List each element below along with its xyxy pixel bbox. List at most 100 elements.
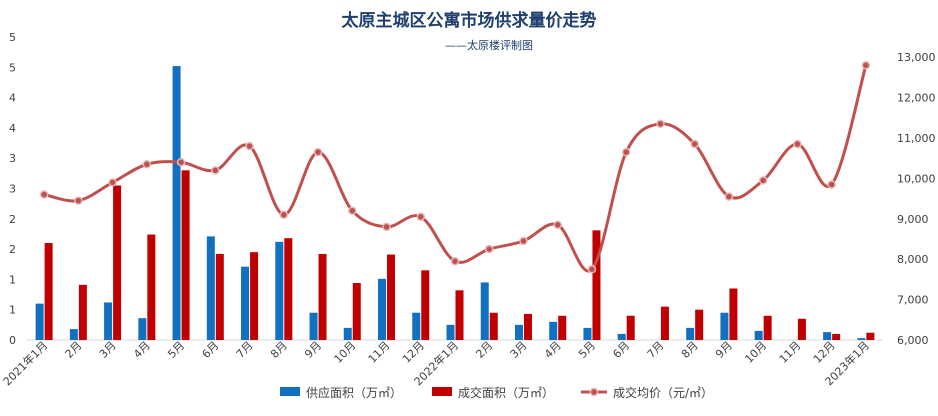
right-tick-label: 13,000 — [897, 51, 936, 64]
supply-bar — [343, 327, 352, 340]
supply-bar — [720, 312, 729, 340]
supply-bar — [412, 312, 421, 340]
x-tick-label: 2月 — [473, 339, 495, 361]
supply-bar — [549, 321, 558, 340]
deal-bar — [832, 333, 841, 340]
supply-bar — [583, 327, 592, 340]
x-tick-label: 6月 — [200, 339, 222, 361]
price-point — [382, 222, 391, 232]
right-axis-ticks: 6,000 7,000 8,000 9,000 10,000 11,000 12,000 13… — [897, 51, 936, 347]
deal-bar — [592, 230, 601, 340]
left-tick-label: 1 — [9, 304, 16, 317]
left-tick-label: 5 — [9, 61, 16, 74]
legend-marker — [589, 387, 599, 397]
right-tick-label: 10,000 — [897, 172, 936, 185]
deal-bar — [44, 243, 53, 340]
right-tick-label: 6,000 — [897, 334, 929, 347]
deal-bar — [866, 332, 875, 340]
price-point — [450, 256, 460, 266]
price-point — [553, 220, 562, 230]
price-point — [108, 178, 117, 187]
supply-bar — [35, 303, 44, 340]
deal-bar — [523, 313, 532, 340]
deal-bar — [215, 253, 224, 340]
left-tick-label: 2 — [9, 243, 16, 256]
deal-bar — [250, 252, 259, 340]
legend: 供应面积（万㎡） 成交面积（万㎡） 成交均价（元/㎡） — [280, 385, 713, 400]
deal-bar — [797, 318, 806, 340]
x-tick-label: 2月 — [63, 339, 85, 361]
price-point — [142, 160, 152, 169]
right-tick-label: 11,000 — [897, 132, 936, 145]
left-tick-label: 2 — [9, 213, 16, 226]
price-point — [313, 147, 323, 157]
deal-bar — [352, 283, 361, 340]
x-tick-label: 5月 — [165, 339, 187, 361]
price-point — [484, 244, 494, 254]
price-point — [724, 192, 734, 201]
supply-bar — [823, 332, 832, 340]
price-point — [690, 139, 699, 149]
x-tick-label: 10月 — [742, 339, 769, 366]
legend-swatch — [280, 387, 300, 396]
deal-bar — [421, 270, 430, 340]
deal-bar — [558, 315, 567, 340]
x-tick-label: 7月 — [234, 339, 256, 361]
price-point — [861, 61, 871, 70]
legend-label: 成交均价（元/㎡） — [613, 385, 713, 400]
deal-bar — [147, 234, 156, 340]
supply-bar — [446, 324, 455, 340]
legend-swatch — [432, 387, 452, 396]
deal-bar — [387, 254, 396, 340]
left-tick-label: 4 — [9, 92, 16, 105]
x-tick-label: 12月 — [811, 339, 838, 366]
left-tick-label: 3 — [9, 183, 16, 196]
supply-bar — [104, 302, 113, 340]
deal-bars — [44, 170, 875, 340]
price-point — [279, 210, 289, 220]
left-axis-ticks: 0 1 1 2 2 3 3 4 4 5 5 — [9, 31, 16, 347]
price-point — [245, 141, 254, 151]
chart-subtitle: ——太原楼评制图 — [445, 39, 533, 52]
x-tick-label: 9月 — [302, 339, 324, 361]
deal-bar — [455, 290, 464, 340]
x-tick-label: 10月 — [332, 339, 359, 366]
right-tick-label: 12,000 — [897, 92, 936, 105]
legend-label: 成交面积（万㎡） — [458, 385, 554, 400]
x-tick-label: 8月 — [268, 339, 290, 361]
price-point — [348, 206, 357, 215]
left-tick-label: 3 — [9, 152, 16, 165]
left-tick-label: 5 — [9, 31, 16, 44]
deal-bar — [318, 253, 327, 340]
supply-bar — [138, 318, 147, 340]
x-tick-label: 11月 — [777, 339, 804, 366]
supply-bar — [480, 282, 489, 340]
deal-bar — [626, 315, 635, 340]
price-point — [656, 119, 665, 129]
price-point — [176, 157, 186, 167]
supply-bar — [686, 327, 695, 340]
x-tick-label: 11月 — [366, 339, 393, 366]
price-point — [793, 139, 802, 149]
x-tick-label: 6月 — [610, 339, 632, 361]
deal-bar — [489, 312, 498, 340]
supply-bar — [172, 66, 181, 340]
right-tick-label: 7,000 — [897, 294, 929, 307]
deal-bar — [113, 185, 122, 340]
right-tick-label: 9,000 — [897, 213, 929, 226]
deal-bar — [763, 315, 772, 340]
price-line — [39, 61, 871, 274]
left-tick-label: 0 — [9, 334, 16, 347]
supply-bar — [69, 329, 78, 340]
supply-bar — [514, 324, 523, 340]
price-point — [211, 166, 220, 175]
supply-bar — [309, 312, 318, 340]
price-point — [519, 236, 528, 246]
supply-bar — [754, 330, 763, 340]
supply-bar — [378, 278, 387, 340]
right-tick-label: 8,000 — [897, 253, 929, 266]
price-point — [39, 190, 49, 199]
deal-bar — [284, 238, 293, 340]
supply-bars — [35, 66, 866, 340]
price-point — [827, 180, 836, 189]
